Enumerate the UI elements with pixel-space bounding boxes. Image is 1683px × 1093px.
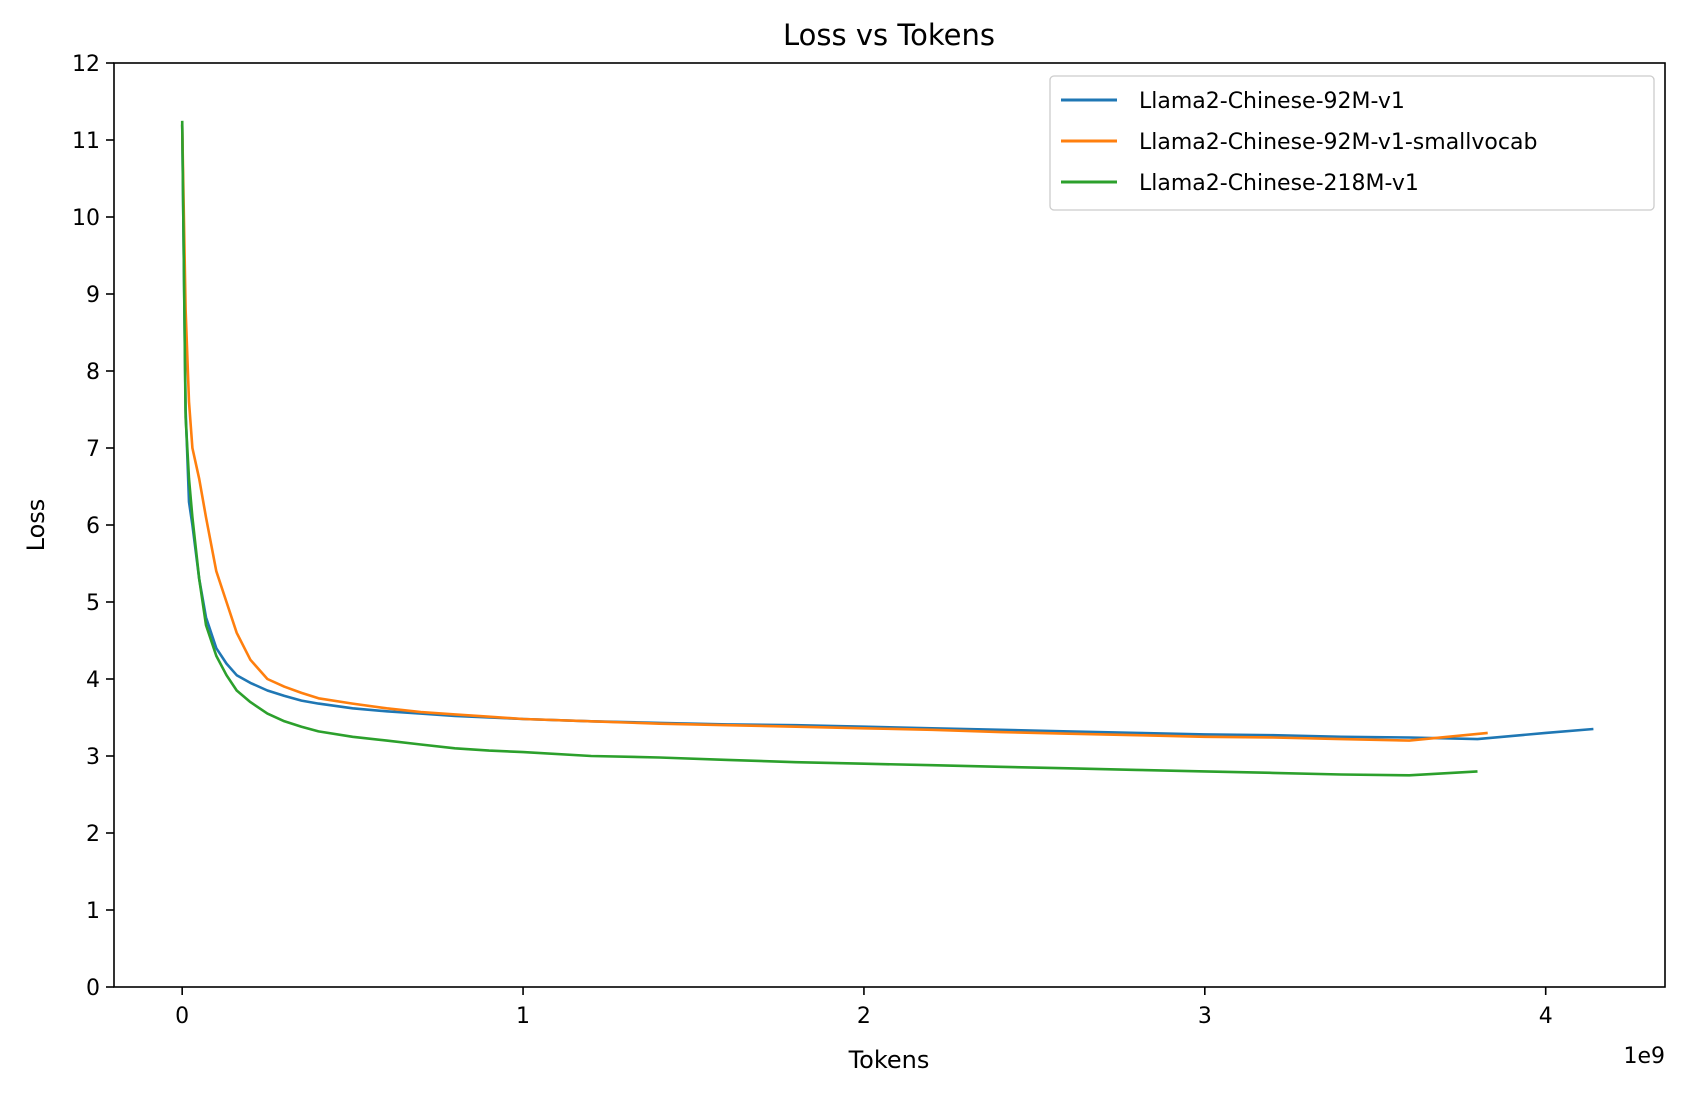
y-tick-label: 2 [86,822,100,847]
y-tick-label: 6 [86,514,100,539]
y-tick-label: 12 [72,52,100,77]
x-tick-label: 2 [857,1004,871,1029]
legend-label: Llama2-Chinese-218M-v1 [1139,171,1419,196]
y-tick-label: 4 [86,668,100,693]
x-tick-label: 1 [516,1004,530,1029]
y-tick-label: 9 [86,283,100,308]
legend-box [1049,75,1655,211]
series-line-3 [180,120,1478,777]
series-line-2 [180,124,1488,742]
legend-label: Llama2-Chinese-92M-v1-smallvocab [1139,130,1537,155]
legend-label: Llama2-Chinese-92M-v1 [1139,89,1405,114]
x-axis: 0 1 2 3 4 [175,987,1553,1029]
x-tick-label: 3 [1198,1004,1212,1029]
x-tick-label: 4 [1539,1004,1553,1029]
legend: Llama2-Chinese-92M-v1 Llama2-Chinese-92M-… [1049,75,1655,211]
y-tick-label: 5 [86,591,100,616]
y-tick-label: 10 [72,206,100,231]
y-tick-label: 0 [86,976,100,1001]
y-tick-label: 11 [72,129,100,154]
series-layer [180,120,1594,777]
x-axis-label: Tokens [848,1046,930,1074]
x-tick-label: 0 [175,1004,189,1029]
y-tick-label: 8 [86,360,100,385]
y-tick-label: 3 [86,745,100,770]
y-tick-label: 1 [86,899,100,924]
y-tick-label: 7 [86,437,100,462]
chart-title: Loss vs Tokens [783,18,995,52]
y-axis-label: Loss [22,499,50,552]
x-offset-text: 1e9 [1623,1044,1665,1069]
